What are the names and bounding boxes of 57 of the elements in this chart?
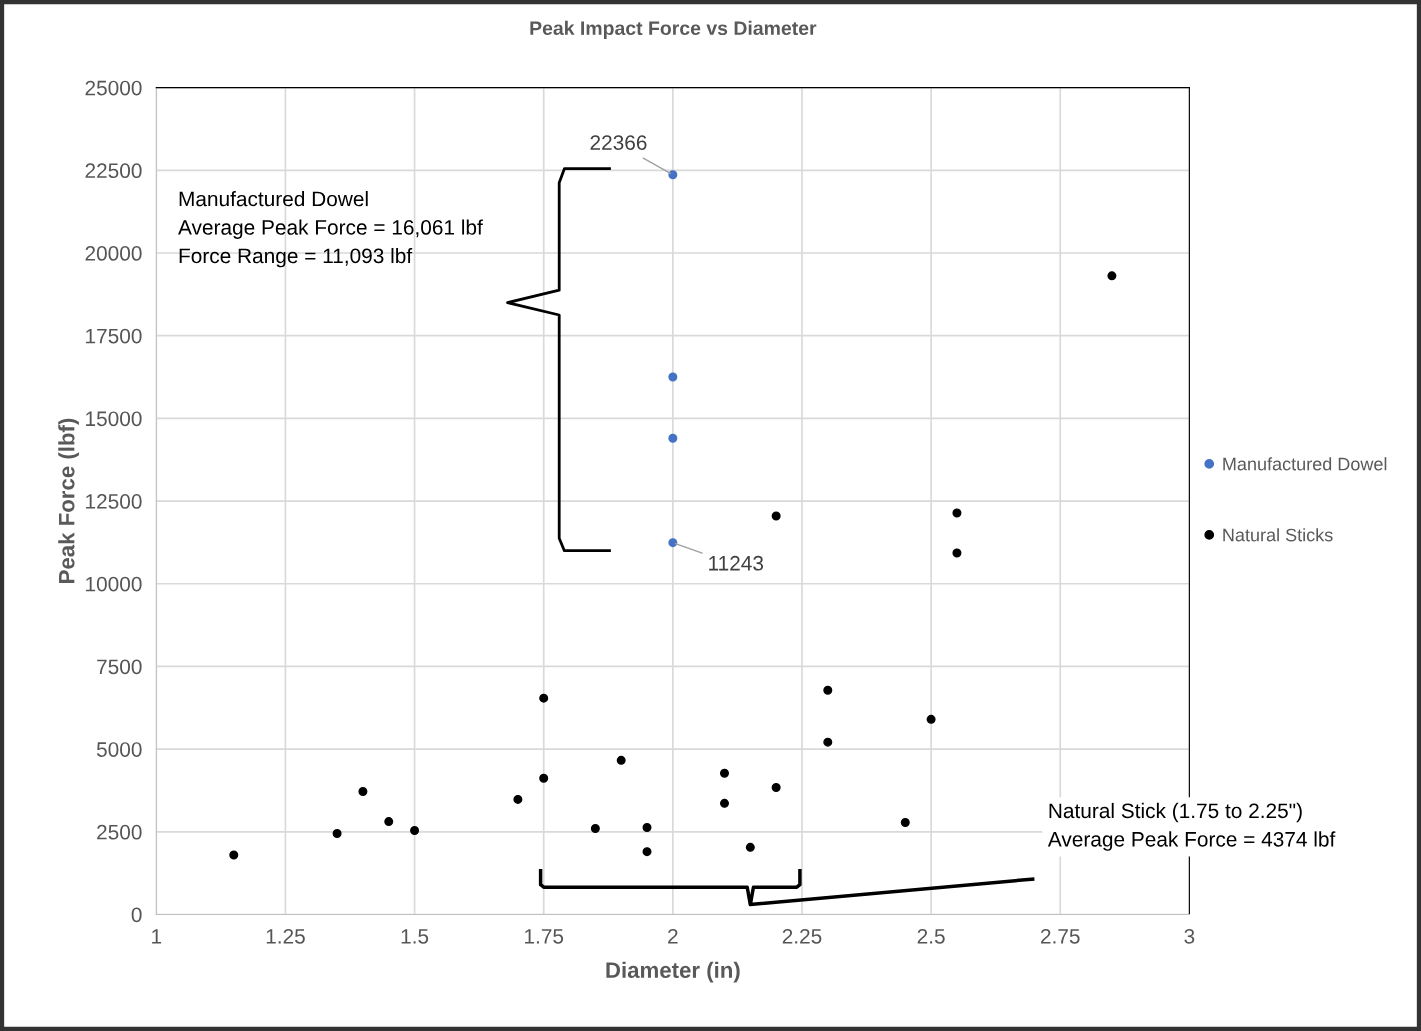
y-axis-title: Peak Force (lbf)	[58, 418, 79, 583]
annotation: Manufactured Dowel Average Peak Force = 16,061 lbf Force Range = 11,093 lbf	[178, 190, 483, 268]
x-tick-label: 2.5	[917, 928, 945, 944]
point	[668, 170, 678, 180]
point	[642, 847, 652, 857]
y-tick-label: 5000	[96, 742, 142, 757]
y-tick-label: 0	[131, 907, 142, 923]
annotation: 11243	[709, 555, 764, 571]
point	[719, 768, 729, 778]
x-axis-title: Diameter (in)	[606, 961, 740, 983]
point	[358, 786, 368, 796]
y-tick-label: 22500	[85, 163, 142, 179]
point	[771, 782, 781, 792]
point	[926, 714, 936, 724]
point	[952, 508, 962, 518]
point	[384, 817, 394, 827]
point	[1107, 271, 1117, 281]
annotation: Natural Stick (1.75 to 2.25") Average Peak Force = 4374 lbf	[1047, 802, 1336, 851]
y-tick-label: 25000	[85, 80, 142, 96]
x-tick-label: 1.25	[266, 928, 305, 944]
x-tick-label: 1	[152, 929, 162, 944]
point	[668, 372, 678, 382]
point	[745, 842, 755, 852]
point	[719, 798, 729, 808]
point	[590, 824, 600, 834]
y-tick-label: 7500	[97, 659, 142, 675]
point	[952, 548, 962, 558]
point	[539, 693, 549, 703]
point	[771, 511, 781, 521]
y-tick-label: 10000	[86, 576, 142, 592]
x-tick-label: 1.75	[525, 929, 564, 944]
y-tick-label: 17500	[86, 328, 142, 344]
y-tick-label: 15000	[86, 411, 142, 427]
x-tick-label: 1.5	[401, 929, 429, 944]
x-tick-label: 2.25	[782, 928, 822, 944]
point	[900, 818, 910, 828]
y-tick-label: 12500	[86, 494, 142, 509]
point	[332, 828, 342, 838]
chart-title: Peak Impact Force vs Diameter	[530, 20, 817, 39]
point	[616, 755, 626, 765]
point	[229, 850, 239, 860]
point	[823, 737, 833, 747]
x-tick-label: 2.75	[1041, 928, 1080, 944]
y-tick-label: 2500	[97, 824, 142, 840]
legend-label: Manufactured Dowel	[1223, 457, 1387, 471]
point	[539, 773, 549, 783]
point	[668, 538, 678, 548]
x-tick-label: 2	[668, 928, 678, 944]
point	[410, 825, 420, 835]
legend-label: Natural Sticks	[1223, 528, 1333, 542]
point	[642, 823, 652, 833]
annotation: 22366	[590, 135, 647, 150]
point	[823, 685, 833, 695]
point	[668, 433, 678, 443]
point	[513, 794, 523, 804]
x-tick-label: 3	[1184, 928, 1195, 944]
y-tick-label: 20000	[85, 246, 142, 261]
